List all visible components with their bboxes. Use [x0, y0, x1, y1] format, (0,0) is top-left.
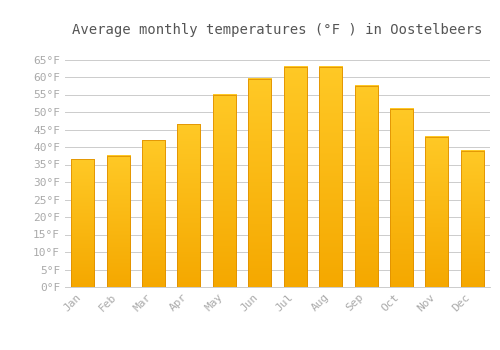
Bar	[461, 150, 484, 287]
Bar	[284, 66, 306, 287]
Bar	[213, 94, 236, 287]
Bar	[248, 79, 272, 287]
Bar	[106, 156, 130, 287]
Bar	[71, 159, 94, 287]
Bar	[319, 66, 342, 287]
Bar	[178, 124, 201, 287]
Bar	[426, 136, 448, 287]
Title: Average monthly temperatures (°F ) in Oostelbeers: Average monthly temperatures (°F ) in Oo…	[72, 23, 482, 37]
Bar	[142, 140, 165, 287]
Bar	[390, 108, 413, 287]
Bar	[354, 86, 378, 287]
